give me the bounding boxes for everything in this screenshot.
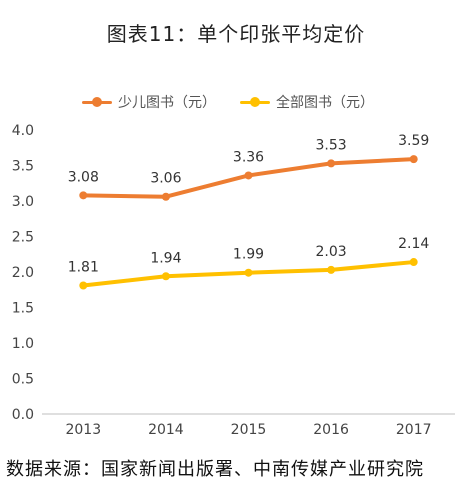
data-point-all-books (409, 258, 418, 267)
data-point-all-books (244, 268, 253, 277)
data-point-all-books (327, 265, 336, 274)
data-label-children-books: 3.06 (150, 171, 181, 187)
legend-item-children-books: 少儿图书（元） (82, 92, 216, 112)
data-point-children-books (161, 192, 170, 201)
y-tick-label: 0.0 (12, 407, 34, 423)
legend: 少儿图书（元） 全部图书（元） (82, 92, 374, 112)
data-label-children-books: 3.59 (398, 133, 429, 149)
y-tick-label: 4.0 (12, 123, 34, 139)
data-label-all-books: 1.99 (233, 247, 264, 263)
y-tick-label: 1.0 (12, 336, 34, 352)
legend-swatch-all-books (240, 96, 270, 108)
data-point-all-books (161, 272, 170, 281)
y-tick-label: 3.0 (12, 194, 34, 210)
y-tick-label: 2.5 (12, 230, 34, 246)
legend-label-all-books: 全部图书（元） (276, 95, 374, 111)
data-point-children-books (244, 171, 253, 180)
y-tick-label: 3.5 (12, 159, 34, 175)
x-tick-label: 2016 (313, 422, 349, 438)
data-point-children-books (79, 191, 88, 200)
source-note: 数据来源：国家新闻出版署、中南传媒产业研究院 (6, 459, 424, 480)
data-label-all-books: 1.81 (68, 259, 99, 275)
y-tick-label: 2.0 (12, 265, 34, 281)
data-label-children-books: 3.36 (233, 149, 264, 165)
data-label-all-books: 2.03 (316, 244, 347, 260)
y-tick-label: 1.5 (12, 301, 34, 317)
data-point-children-books (327, 159, 336, 168)
data-label-all-books: 2.14 (398, 236, 429, 252)
chart-title: 图表11：单个印张平均定价 (106, 22, 366, 46)
data-point-children-books (409, 155, 418, 164)
x-tick-label: 2013 (65, 422, 101, 438)
data-label-children-books: 3.53 (316, 137, 347, 153)
legend-label-children-books: 少儿图书（元） (118, 95, 216, 111)
data-label-all-books: 1.94 (150, 250, 181, 266)
x-tick-label: 2015 (231, 422, 267, 438)
x-tick-label: 2017 (396, 422, 432, 438)
y-tick-label: 0.5 (12, 372, 34, 388)
x-tick-label: 2014 (148, 422, 184, 438)
data-label-children-books: 3.08 (68, 169, 99, 185)
data-point-all-books (79, 281, 88, 290)
legend-item-all-books: 全部图书（元） (240, 92, 374, 112)
legend-swatch-children-books (82, 96, 112, 108)
